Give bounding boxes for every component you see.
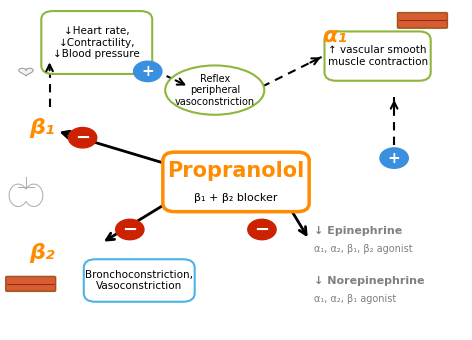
Circle shape (116, 219, 144, 240)
Text: −: − (75, 129, 90, 147)
Circle shape (68, 128, 97, 148)
Text: β₁ + β₂ blocker: β₁ + β₂ blocker (194, 193, 278, 203)
Text: Bronchoconstriction,
Vasoconstriction: Bronchoconstriction, Vasoconstriction (85, 270, 193, 291)
Text: −: − (254, 221, 270, 238)
FancyBboxPatch shape (163, 152, 309, 211)
Text: −: − (122, 221, 137, 238)
FancyBboxPatch shape (397, 13, 447, 28)
Text: ↑ vascular smooth
muscle contraction: ↑ vascular smooth muscle contraction (328, 45, 428, 67)
Text: β₂: β₂ (30, 243, 55, 263)
Text: α₁, α₂, β₁ agonist: α₁, α₂, β₁ agonist (314, 293, 396, 304)
Text: Propranolol: Propranolol (168, 161, 304, 181)
Circle shape (380, 148, 408, 168)
FancyBboxPatch shape (325, 32, 430, 81)
Text: β₁: β₁ (30, 118, 55, 137)
Ellipse shape (165, 65, 264, 115)
Text: +: + (388, 151, 401, 166)
FancyBboxPatch shape (84, 259, 194, 302)
FancyBboxPatch shape (41, 11, 152, 74)
FancyBboxPatch shape (6, 276, 56, 291)
Text: ↓ Epinephrine: ↓ Epinephrine (314, 226, 402, 236)
Text: Reflex
peripheral
vasoconstriction: Reflex peripheral vasoconstriction (175, 73, 255, 107)
Text: +: + (141, 64, 154, 79)
Polygon shape (19, 68, 33, 76)
Text: ↓ Norepinephrine: ↓ Norepinephrine (314, 275, 424, 286)
Text: ↓Heart rate,
↓Contractility,
↓Blood pressure: ↓Heart rate, ↓Contractility, ↓Blood pres… (53, 26, 140, 59)
Text: α₁, α₂, β₁, β₂ agonist: α₁, α₂, β₁, β₂ agonist (314, 244, 413, 254)
Circle shape (134, 61, 162, 82)
Text: α₁: α₁ (323, 26, 347, 46)
Circle shape (248, 219, 276, 240)
